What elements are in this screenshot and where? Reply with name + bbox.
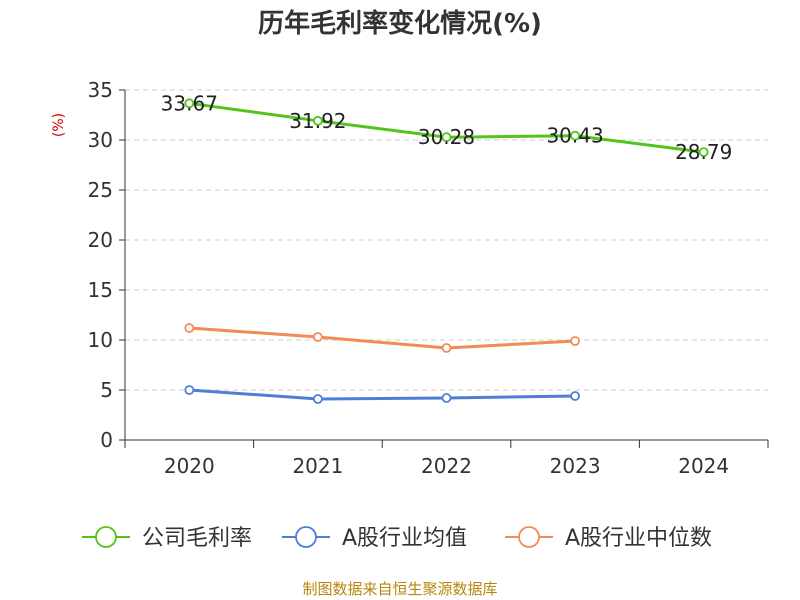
legend: 公司毛利率 A股行业均值 A股行业中位数 [82,526,712,551]
point-2-2022 [441,343,452,353]
chart-title: 历年毛利率变化情况(%) [258,8,542,39]
point-0-2022 [441,132,452,143]
series-lines [184,98,709,404]
point-1-2022 [441,393,452,403]
data-label-2020: 33.67 [161,91,218,115]
x-tick-label-2021: 2021 [292,454,343,478]
data-label-2022: 30.28 [418,125,475,149]
y-tick-label-20: 20 [88,228,113,252]
data-source-note: 制图数据来自恒生聚源数据库 [302,580,497,598]
y-tick-label-0: 0 [100,428,113,452]
point-2-2023 [570,336,580,346]
y-tick-label-10: 10 [88,328,113,352]
point-0-2021 [312,115,323,126]
axes: 0 5 10 15 20 25 30 35 2020 2021 2022 2023 2024 [88,78,769,478]
series-line-1 [189,388,576,401]
legend-item-0: 公司毛利率 [82,526,252,551]
x-tick-label-2022: 2022 [421,454,472,478]
series-line-2 [189,326,576,350]
y-axis-unit: (%) [51,113,67,137]
legend-swatch-marker [518,526,540,548]
legend-swatch-marker [295,526,317,548]
y-tick-label-25: 25 [88,178,113,202]
x-tick-label-2020: 2020 [164,454,215,478]
y-tick-label-30: 30 [88,128,113,152]
data-label-2023: 30.43 [546,124,603,148]
y-tick-label-5: 5 [100,378,113,402]
data-labels: 33.67 31.92 30.28 30.43 28.79 [161,91,733,164]
y-tick-label-35: 35 [88,78,113,102]
legend-swatch-marker [95,526,117,548]
legend-item-2: A股行业中位数 [505,526,712,551]
point-1-2021 [312,394,323,404]
legend-label: 公司毛利率 [142,526,252,551]
y-tick-label-15: 15 [88,278,113,302]
legend-label: A股行业均值 [342,526,467,551]
point-1-2020 [184,385,195,395]
point-0-2024 [698,147,709,158]
point-0-2020 [184,98,195,109]
point-0-2023 [570,130,580,141]
x-tick-label-2024: 2024 [678,454,729,478]
legend-item-1: A股行业均值 [282,526,467,551]
data-label-2024: 28.79 [675,140,732,164]
grid-lines [125,89,768,391]
data-label-2021: 31.92 [289,109,346,133]
legend-label: A股行业中位数 [565,526,712,551]
x-tick-label-2023: 2023 [550,454,601,478]
point-2-2021 [312,332,323,342]
point-1-2023 [570,391,580,401]
point-2-2020 [184,323,195,333]
